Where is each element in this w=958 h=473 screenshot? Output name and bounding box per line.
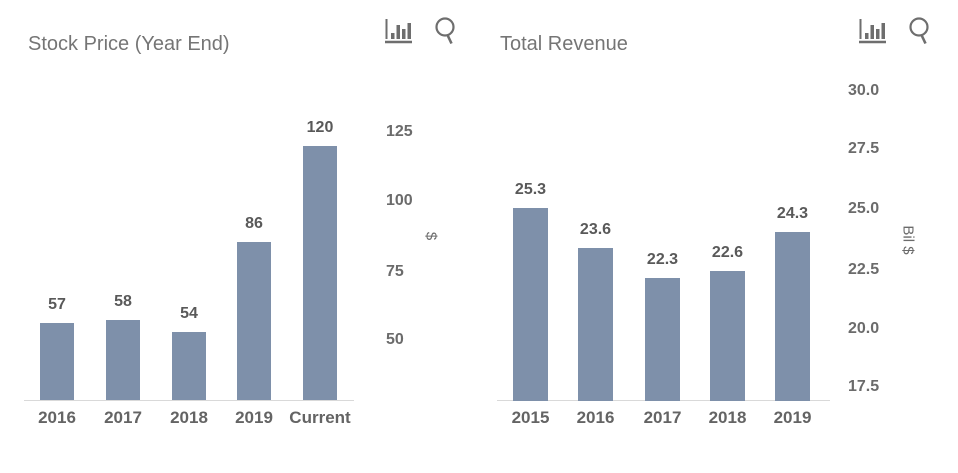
bar[interactable] xyxy=(578,248,613,401)
x-axis-line xyxy=(24,400,354,401)
bar[interactable] xyxy=(775,232,810,401)
y-tick-label: 17.5 xyxy=(848,378,880,395)
chart-toolbar-stock-price xyxy=(383,16,458,46)
y-tick-label: 75 xyxy=(386,263,404,280)
search-icon[interactable] xyxy=(908,16,932,46)
y-tick-label: 100 xyxy=(386,192,413,209)
bar-value-label: 24.3 xyxy=(776,205,809,222)
search-icon[interactable] xyxy=(434,16,458,46)
y-axis-title-dollars: $ xyxy=(422,231,440,241)
bar[interactable] xyxy=(303,146,337,400)
bar-value-label: 22.3 xyxy=(646,251,679,268)
y-tick-label: 125 xyxy=(386,123,413,140)
bar-chart-icon[interactable] xyxy=(857,16,887,45)
bar-value-label: 23.6 xyxy=(579,221,612,238)
x-tick-label: 2017 xyxy=(104,408,142,427)
bar[interactable] xyxy=(513,208,548,401)
y-tick-label: 50 xyxy=(386,331,404,348)
bar-value-label: 54 xyxy=(180,305,198,322)
x-tick-label: 2019 xyxy=(235,408,273,427)
x-tick-label: 2015 xyxy=(511,408,550,427)
y-tick-label: 20.0 xyxy=(848,320,880,337)
x-tick-label: 2019 xyxy=(773,408,812,427)
x-tick-label: 2018 xyxy=(708,408,747,427)
y-tick-label: 25.0 xyxy=(848,200,880,217)
y-tick-label: 22.5 xyxy=(848,261,880,278)
bar[interactable] xyxy=(710,271,745,401)
bar[interactable] xyxy=(237,242,271,400)
x-tick-label: 2018 xyxy=(170,408,208,427)
bar[interactable] xyxy=(106,320,140,400)
x-tick-label: 2016 xyxy=(576,408,615,427)
bar-value-label: 58 xyxy=(114,293,132,310)
chart-toolbar-total-revenue xyxy=(857,16,932,46)
chart-title-stock-price: Stock Price (Year End) xyxy=(28,33,230,55)
x-tick-label: Current xyxy=(289,408,351,427)
bar[interactable] xyxy=(172,332,206,400)
bar-value-label: 86 xyxy=(245,215,263,232)
y-axis-title-bil-dollars: Bil $ xyxy=(899,225,917,255)
bar[interactable] xyxy=(645,278,680,401)
bar-value-label: 120 xyxy=(306,119,334,136)
x-tick-label: 2017 xyxy=(643,408,682,427)
bar-value-label: 25.3 xyxy=(514,181,547,198)
x-tick-label: 2016 xyxy=(38,408,76,427)
bar[interactable] xyxy=(40,323,74,400)
chart-title-total-revenue: Total Revenue xyxy=(500,33,628,55)
bar-value-label: 22.6 xyxy=(711,244,744,261)
y-tick-label: 30.0 xyxy=(848,82,880,99)
bar-chart-icon[interactable] xyxy=(383,16,413,45)
bar-value-label: 57 xyxy=(48,296,66,313)
y-tick-label: 27.5 xyxy=(848,140,880,157)
